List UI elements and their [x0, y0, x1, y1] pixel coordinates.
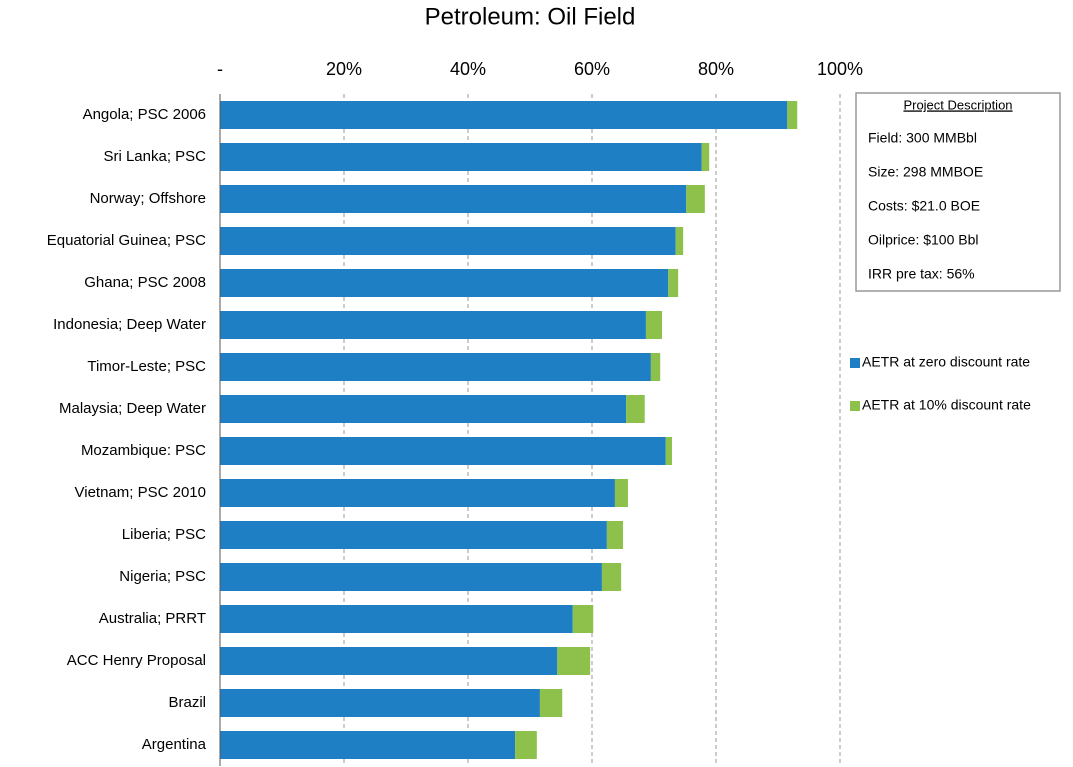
y-tick-label: Australia; PRRT — [99, 610, 206, 627]
chart-title: Petroleum: Oil Field — [425, 3, 636, 30]
bar — [220, 311, 646, 339]
bar — [645, 311, 663, 339]
bar — [220, 185, 687, 213]
bar — [675, 227, 684, 255]
bar — [220, 101, 788, 129]
y-tick-label: Malaysia; Deep Water — [59, 400, 206, 417]
legend-label: AETR at 10% discount rate — [862, 397, 1031, 413]
x-tick-label: 80% — [698, 59, 734, 79]
bar — [220, 437, 666, 465]
y-tick-label: Indonesia; Deep Water — [53, 316, 206, 333]
bar — [650, 353, 661, 381]
bar — [220, 395, 627, 423]
annotation-line: Costs: $21.0 BOE — [868, 198, 980, 214]
annotation-line: Oilprice: $100 Bbl — [868, 232, 979, 248]
x-tick-label: 60% — [574, 59, 610, 79]
legend-swatch — [850, 401, 860, 411]
bar — [572, 605, 594, 633]
bar — [220, 143, 702, 171]
bar — [220, 353, 651, 381]
y-tick-label: Argentina — [142, 736, 207, 753]
y-tick-label: Nigeria; PSC — [119, 568, 206, 585]
legend-swatch — [850, 358, 860, 368]
bar — [701, 143, 710, 171]
bar — [220, 689, 540, 717]
bar — [220, 563, 602, 591]
y-tick-label: Sri Lanka; PSC — [103, 148, 206, 165]
bar — [601, 563, 622, 591]
x-tick-label: 100% — [817, 59, 863, 79]
y-tick-label: Ghana; PSC 2008 — [84, 274, 206, 291]
bar — [220, 731, 516, 759]
bar — [557, 647, 591, 675]
bar — [626, 395, 645, 423]
x-tick-label: - — [217, 59, 223, 79]
bar — [220, 647, 558, 675]
bar — [614, 479, 628, 507]
y-tick-label: Angola; PSC 2006 — [83, 106, 206, 123]
y-tick-label: Equatorial Guinea; PSC — [47, 232, 206, 249]
y-tick-label: Liberia; PSC — [122, 526, 206, 543]
annotation-box — [855, 92, 1061, 292]
annotation-line: Size: 298 MMBOE — [868, 164, 983, 180]
annotation-title: Project Description — [903, 97, 1012, 112]
bar — [665, 437, 672, 465]
bar — [539, 689, 563, 717]
annotation-line: IRR pre tax: 56% — [868, 266, 975, 282]
y-tick-label: Timor-Leste; PSC — [87, 358, 206, 375]
bar — [220, 521, 607, 549]
bar — [515, 731, 537, 759]
y-tick-label: Norway; Offshore — [90, 190, 206, 207]
bar — [220, 227, 676, 255]
bar — [787, 101, 798, 129]
bar — [668, 269, 679, 297]
bar — [220, 605, 573, 633]
annotation-line: Field: 300 MMBbl — [868, 130, 977, 146]
y-tick-label: ACC Henry Proposal — [67, 652, 206, 669]
bar — [220, 269, 669, 297]
bar — [220, 479, 615, 507]
y-tick-label: Vietnam; PSC 2010 — [75, 484, 206, 501]
legend-label: AETR at zero discount rate — [862, 354, 1030, 370]
y-tick-label: Mozambique: PSC — [81, 442, 206, 459]
x-tick-label: 20% — [326, 59, 362, 79]
x-tick-label: 40% — [450, 59, 486, 79]
y-tick-label: Brazil — [168, 694, 206, 711]
bar — [606, 521, 623, 549]
bar — [686, 185, 705, 213]
